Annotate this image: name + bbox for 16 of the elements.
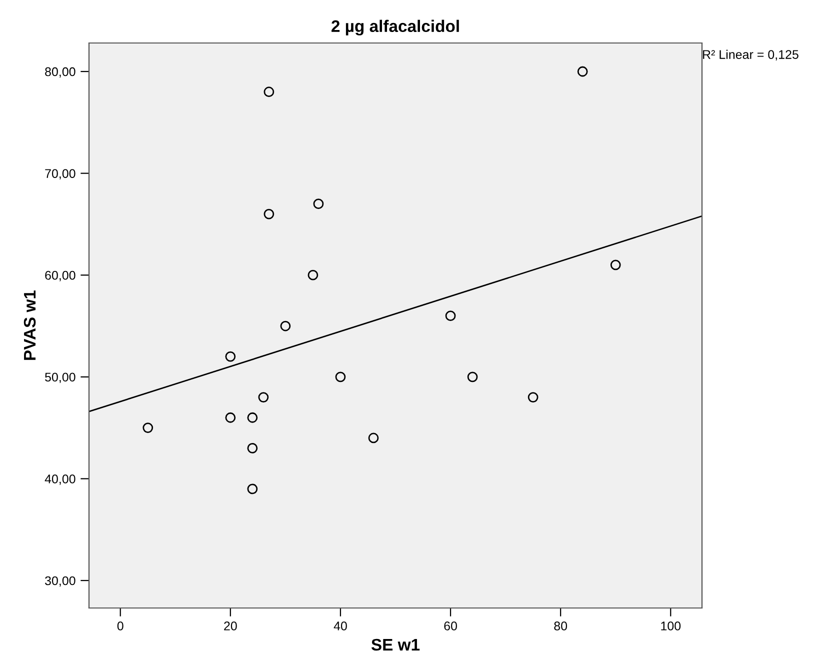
y-tick-label: 80,00 [45, 67, 76, 78]
y-tick-label: 40,00 [44, 474, 76, 485]
x-tick-label: 20 [224, 622, 237, 630]
x-axis-title: SE w1 [371, 638, 420, 651]
y-axis-title: PVAS w1 [24, 290, 36, 360]
chart-title: 2 µg alfacalcidol [332, 20, 459, 36]
x-tick-label: 0 [117, 622, 124, 630]
y-tick-label: 50,00 [45, 372, 76, 384]
y-tick-label: 70,00 [45, 169, 76, 180]
text: R² Linear = 0,125 [703, 50, 798, 60]
y-tick-label: 30,00 [45, 576, 76, 587]
y-tick-label: 60,00 [45, 270, 76, 282]
x-tick-label: 40 [334, 622, 347, 630]
x-tick-label: 60 [444, 622, 457, 630]
x-tick-label: 100 [661, 622, 681, 630]
x-tick-label: 80 [554, 622, 568, 630]
